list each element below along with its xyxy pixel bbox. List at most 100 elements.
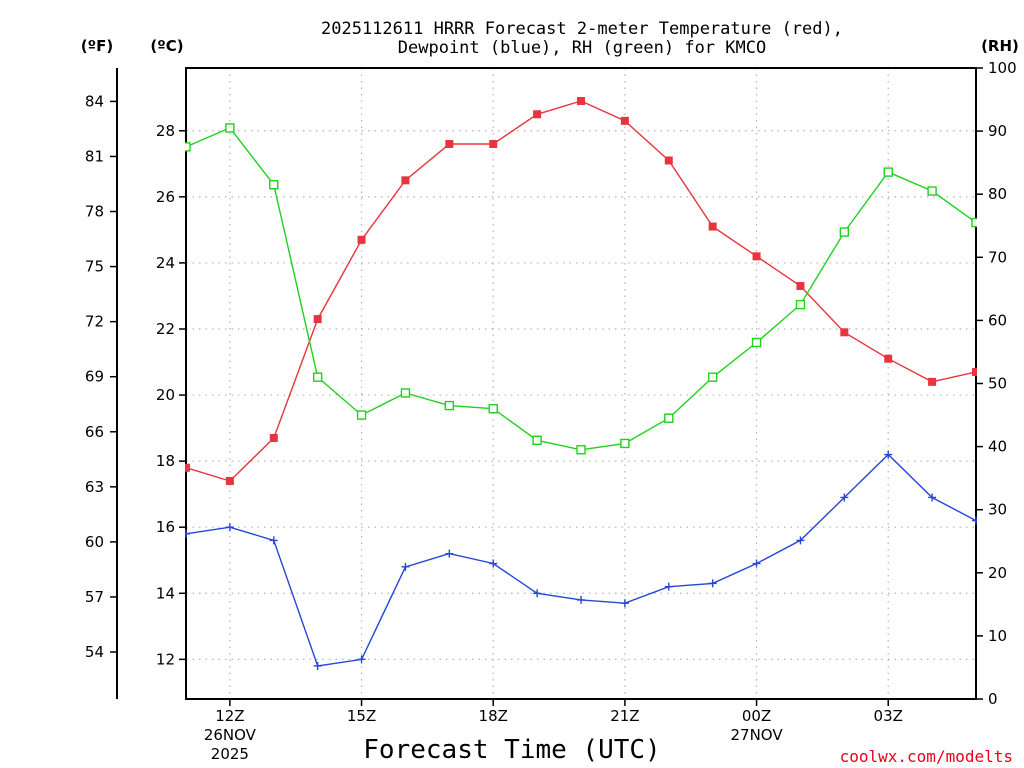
fahrenheit-tick-label: 78 — [85, 203, 104, 221]
celsius-tick-label: 14 — [156, 584, 175, 602]
celsius-tick-label: 12 — [156, 650, 175, 668]
celsius-unit-label: (ºC) — [150, 37, 183, 55]
dewpoint-series — [185, 450, 977, 670]
dewpoint-point — [884, 450, 893, 459]
celsius-tick-label: 28 — [156, 122, 175, 140]
x-tick-label: 03Z — [874, 707, 903, 725]
temperature-point — [928, 377, 937, 386]
fahrenheit-tick-label: 81 — [85, 147, 104, 165]
rh-tick-label: 70 — [988, 248, 1007, 266]
temperature-point — [752, 252, 761, 261]
data-series — [185, 97, 977, 670]
fahrenheit-tick-label: 69 — [85, 368, 104, 386]
fahrenheit-tick-label: 84 — [85, 92, 104, 110]
celsius-tick-label: 24 — [156, 254, 175, 272]
relative-humidity-point — [883, 167, 893, 177]
relative-humidity-point — [839, 227, 850, 237]
fahrenheit-tick-label: 57 — [85, 588, 104, 606]
temperature-point — [313, 315, 322, 324]
dewpoint-point — [225, 523, 234, 532]
celsius-tick-label: 16 — [156, 518, 175, 536]
x-axis-title: Forecast Time (UTC) — [363, 735, 660, 765]
temperature-point — [533, 110, 542, 119]
temperature-point — [708, 222, 717, 231]
temperature-point — [884, 354, 893, 363]
relative-humidity-point — [312, 372, 323, 382]
dewpoint-point — [752, 559, 761, 568]
dewpoint-point — [401, 562, 410, 571]
chart-title-line-2: Dewpoint (blue), RH (green) for KMCO — [398, 38, 766, 58]
relative-humidity-point — [576, 445, 586, 455]
temperature-point — [840, 328, 849, 337]
dewpoint-point — [185, 529, 190, 538]
fahrenheit-tick-label: 75 — [85, 258, 104, 276]
temperature-point — [664, 156, 673, 165]
fahrenheit-tick-label: 54 — [85, 643, 104, 661]
celsius-tick-label: 22 — [156, 320, 175, 338]
rh-tick-label: 30 — [988, 501, 1007, 519]
dewpoint-point — [489, 559, 498, 568]
rh-tick-label: 100 — [988, 59, 1017, 77]
temperature-point — [401, 176, 410, 185]
relative-humidity-point — [444, 400, 455, 411]
dewpoint-point — [269, 536, 278, 545]
dewpoint-point — [928, 493, 937, 502]
dewpoint-point — [533, 589, 542, 598]
fahrenheit-tick-label: 63 — [85, 478, 104, 496]
source-credit: coolwx.com/modelts — [840, 747, 1013, 766]
dewpoint-point — [357, 655, 366, 664]
plot-frame — [185, 67, 977, 700]
temperature-point — [796, 282, 805, 291]
x-date-label: 27NOV — [730, 726, 783, 744]
dewpoint-point — [620, 599, 629, 608]
temperature-line — [185, 100, 977, 482]
temperature-point — [577, 97, 585, 106]
rh-tick-label: 60 — [988, 311, 1007, 329]
dewpoint-line — [185, 453, 977, 667]
dewpoint-point — [664, 582, 673, 591]
rh-tick-label: 50 — [988, 375, 1007, 393]
fahrenheit-tick-label: 66 — [85, 423, 104, 441]
temperature-point — [357, 235, 366, 244]
dewpoint-point — [796, 536, 805, 545]
rh-tick-label: 10 — [988, 627, 1007, 645]
temperature-point — [225, 476, 234, 485]
dewpoint-point — [840, 493, 849, 502]
relative-humidity-point — [185, 142, 191, 152]
relative-humidity-point — [400, 388, 411, 398]
relative-humidity-point — [751, 337, 762, 348]
fahrenheit-tick-label: 72 — [85, 313, 104, 331]
dewpoint-point — [313, 661, 322, 670]
x-tick-label: 21Z — [610, 707, 639, 725]
temperature-series — [185, 97, 977, 485]
relative-humidity-point — [927, 186, 937, 196]
rh-unit-label: (RH) — [981, 37, 1019, 55]
relative-humidity-point — [225, 123, 235, 133]
temperature-point — [972, 367, 977, 376]
relative-humidity-point — [620, 438, 630, 449]
rh-tick-label: 90 — [988, 122, 1007, 140]
relative-humidity-point — [707, 372, 718, 382]
x-tick-label: 00Z — [742, 707, 771, 725]
celsius-tick-label: 18 — [156, 452, 175, 470]
relative-humidity-point — [664, 413, 674, 423]
celsius-tick-label: 20 — [156, 386, 175, 404]
relative-humidity-series — [185, 123, 977, 455]
x-tick-label: 12Z — [215, 707, 244, 725]
temperature-point — [445, 139, 454, 148]
dewpoint-point — [708, 579, 717, 588]
fahrenheit-unit-label: (ºF) — [81, 37, 113, 55]
celsius-tick-label: 26 — [156, 188, 175, 206]
dewpoint-point — [972, 516, 977, 525]
x-year-label: 2025 — [211, 745, 249, 763]
relative-humidity-point — [532, 435, 542, 445]
x-date-label: 26NOV — [204, 726, 257, 744]
x-tick-label: 18Z — [479, 707, 508, 725]
chart-title-line-1: 2025112611 HRRR Forecast 2-meter Tempera… — [321, 19, 843, 39]
temperature-point — [269, 434, 278, 443]
rh-tick-label: 20 — [988, 564, 1007, 582]
rh-tick-label: 40 — [988, 438, 1007, 456]
relative-humidity-point — [269, 180, 279, 190]
dewpoint-point — [577, 595, 585, 604]
